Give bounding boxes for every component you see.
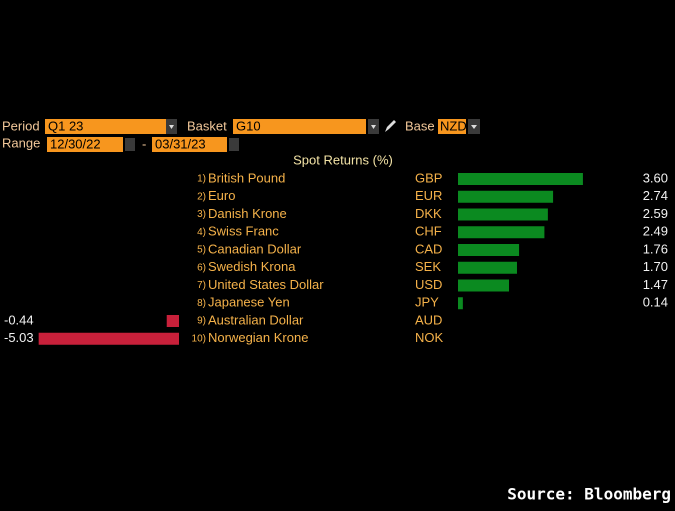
range-start: 12/30/22	[50, 136, 101, 151]
rank: 3)	[197, 209, 206, 220]
currency-name: Swedish Krona	[208, 259, 296, 274]
bar	[458, 226, 545, 239]
currency-name: Danish Krone	[208, 206, 287, 221]
currency-code: SEK	[415, 259, 441, 274]
value-label: 1.47	[643, 277, 668, 292]
value-label: 3.60	[643, 170, 668, 185]
bar	[458, 297, 463, 310]
currency-name: Euro	[208, 188, 235, 203]
currency-name: Canadian Dollar	[208, 241, 302, 256]
currency-code: DKK	[415, 206, 442, 221]
calendar-icon[interactable]	[229, 138, 239, 151]
currency-code: AUD	[415, 312, 442, 327]
value-label: 1.70	[643, 259, 668, 274]
currency-code: EUR	[415, 188, 442, 203]
dropdown-arrow	[169, 125, 174, 129]
bar	[38, 332, 180, 345]
bar	[458, 261, 517, 274]
value-label: 2.49	[643, 224, 668, 239]
range-end-field[interactable]	[152, 137, 227, 152]
value-label: 0.14	[643, 295, 668, 310]
bar	[458, 190, 554, 203]
currency-code: GBP	[415, 170, 442, 185]
currency-code: JPY	[415, 295, 439, 310]
value-label: 1.76	[643, 241, 668, 256]
rank: 4)	[197, 227, 206, 238]
currency-code: USD	[415, 277, 442, 292]
range-start-field[interactable]	[47, 137, 123, 152]
source: Source: Bloomberg	[507, 485, 671, 504]
rank: 9)	[197, 316, 206, 327]
bar	[166, 315, 179, 327]
currency-name: Japanese Yen	[208, 295, 290, 310]
currency-name: United States Dollar	[208, 277, 324, 292]
dropdown-arrow	[371, 125, 376, 129]
period-label: Period	[2, 118, 40, 133]
bar	[458, 208, 548, 221]
bar	[458, 244, 520, 256]
base-value: NZD	[440, 118, 467, 133]
base-label: Base	[405, 118, 435, 133]
currency-code: CHF	[415, 224, 442, 239]
value-label: 2.74	[643, 188, 668, 203]
range-separator: -	[142, 136, 146, 151]
range-end: 03/31/23	[155, 136, 206, 151]
bar	[458, 173, 583, 185]
rank: 8)	[197, 298, 206, 309]
chart-title: Spot Returns (%)	[293, 152, 393, 167]
rank: 6)	[197, 262, 206, 273]
rank: 1)	[197, 174, 206, 185]
base-field[interactable]	[438, 119, 466, 134]
basket-label: Basket	[187, 118, 227, 133]
calendar-icon[interactable]	[125, 138, 135, 151]
range-label: Range	[2, 135, 40, 150]
period-field[interactable]	[45, 119, 166, 134]
currency-code: NOK	[415, 330, 444, 345]
rank: 10)	[192, 333, 206, 344]
currency-name: Swiss Franc	[208, 224, 279, 239]
rank: 5)	[197, 245, 206, 256]
basket-value: G10	[236, 118, 261, 133]
currency-name: British Pound	[208, 170, 285, 185]
value-label: -0.44	[4, 312, 34, 327]
currency-name: Norwegian Krone	[208, 330, 308, 345]
currency-code: CAD	[415, 241, 442, 256]
rank: 2)	[197, 191, 206, 202]
currency-name: Australian Dollar	[208, 312, 304, 327]
basket-field[interactable]	[233, 119, 366, 134]
value-label: 2.59	[643, 206, 668, 221]
dropdown-arrow	[471, 125, 477, 129]
edit-icon[interactable]	[385, 120, 396, 132]
bar	[458, 279, 510, 292]
period-value: Q1 23	[48, 118, 83, 133]
value-label: -5.03	[4, 330, 34, 345]
rank: 7)	[197, 280, 206, 291]
